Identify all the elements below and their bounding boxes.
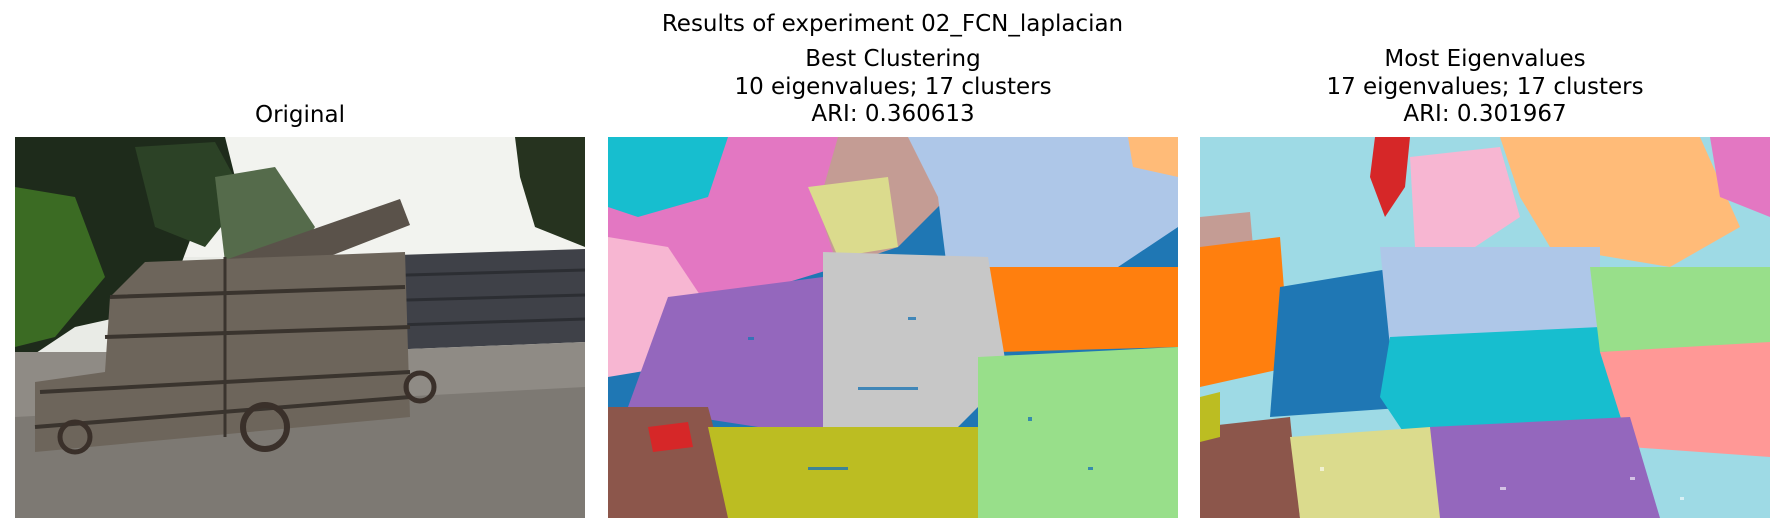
panel-title: Original <box>15 102 585 130</box>
panel-title: Best Clustering 10 eigenvalues; 17 clust… <box>608 46 1178 129</box>
panel-title-line: Most Eigenvalues <box>1384 46 1586 72</box>
most-eigenvalues-map <box>1200 137 1770 518</box>
figure-suptitle: Results of experiment 02_FCN_laplacian <box>661 11 1124 37</box>
best-clustering-map <box>608 137 1178 518</box>
panel-title-line: Original <box>254 102 345 128</box>
panel-title-line: Best Clustering <box>805 46 981 72</box>
panel-title-line: 17 eigenvalues; 17 clusters <box>1326 73 1644 100</box>
panel-title-line: ARI: 0.360613 <box>811 101 975 127</box>
panel-title-line: 10 eigenvalues; 17 clusters <box>734 73 1052 100</box>
original-photo <box>15 137 585 518</box>
panel-title: Most Eigenvalues 17 eigenvalues; 17 clus… <box>1200 46 1770 129</box>
panel-title-line: ARI: 0.301967 <box>1403 101 1567 127</box>
